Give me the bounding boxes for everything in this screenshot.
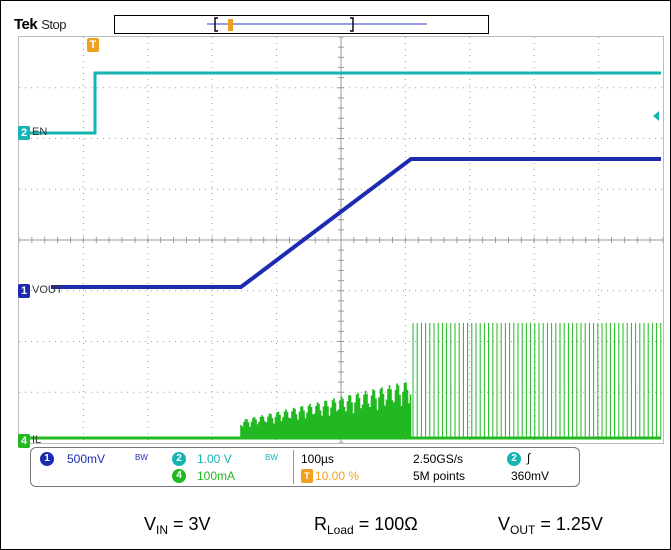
ch4-ground-marker[interactable]: 4 xyxy=(18,434,30,448)
window-left-bracket xyxy=(214,17,218,32)
sample-rate: 2.50GS/s xyxy=(413,452,464,466)
ch4-label: IL xyxy=(32,434,42,446)
ch1-badge[interactable]: 1 xyxy=(40,452,54,466)
ch2-scale: 1.00 V xyxy=(197,452,232,466)
acquisition-mode: Stop xyxy=(41,17,66,32)
brand-label: Tek xyxy=(14,16,38,33)
caption-vout: VOUT = 1.25V xyxy=(498,514,603,537)
status-divider xyxy=(293,450,294,484)
waveform-area xyxy=(19,37,663,443)
timebase: 100µs xyxy=(301,452,334,466)
trigger-position: 10.00 % xyxy=(315,469,360,483)
ch1-bandwidth-icon: BW xyxy=(135,453,148,462)
ch1-scale: 500mV xyxy=(67,452,106,466)
ch2-badge[interactable]: 2 xyxy=(172,452,186,466)
ch4-badge[interactable]: 4 xyxy=(172,469,186,483)
ch4-il-ramp-burst xyxy=(240,382,412,438)
ch4-scale: 100mA xyxy=(197,469,236,483)
status-panel: 1 500mV BW 2 1.00 V BW 4 100mA 100µs T 1… xyxy=(30,447,580,487)
trigger-level: 360mV xyxy=(511,469,550,483)
ch2-ground-marker[interactable]: 2 xyxy=(18,126,30,140)
trigger-position-icon: T xyxy=(87,38,99,52)
ch4-il-switching-pulses xyxy=(412,323,662,438)
trigger-icon: T xyxy=(301,469,313,483)
trigger-source-badge[interactable]: 2 xyxy=(507,452,521,466)
ch1-ground-marker[interactable]: 1 xyxy=(18,284,30,298)
ch2-label: EN xyxy=(32,126,48,138)
record-view-graphic xyxy=(207,17,427,32)
record-length: 5M points xyxy=(413,469,466,483)
ch2-offscreen-arrow-icon xyxy=(653,111,659,121)
trigger-slope-icon: ∫ xyxy=(527,451,531,465)
record-view-bar[interactable] xyxy=(114,15,489,34)
ch2-en-trace xyxy=(21,71,661,135)
ch1-vout-trace xyxy=(51,157,661,289)
window-right-bracket xyxy=(350,17,354,32)
ch2-bandwidth-icon: BW xyxy=(265,453,278,462)
caption-rload: RLoad = 100Ω xyxy=(314,514,418,537)
tek-logo: Tek Stop xyxy=(14,16,66,33)
caption-vin: VIN = 3V xyxy=(144,514,211,537)
ch1-label: VOUT xyxy=(32,284,63,296)
scope-display xyxy=(18,36,664,444)
trigger-position-marker xyxy=(228,19,233,31)
